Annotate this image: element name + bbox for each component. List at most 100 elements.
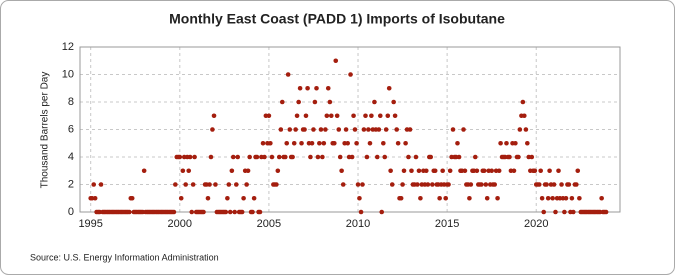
data-point — [468, 182, 474, 187]
data-point — [513, 140, 518, 146]
data-point — [407, 127, 413, 132]
data-point — [254, 154, 260, 160]
x-tick-label: 2020 — [524, 218, 548, 230]
data-point — [337, 154, 343, 160]
data-point — [462, 168, 468, 174]
data-point — [428, 154, 434, 160]
data-point — [392, 113, 398, 119]
data-point — [521, 113, 527, 119]
data-point — [443, 195, 449, 201]
data-point — [283, 154, 288, 160]
data-point — [400, 182, 405, 187]
data-point — [383, 127, 389, 132]
data-point — [574, 182, 579, 187]
data-point — [332, 140, 337, 146]
data-point — [260, 140, 266, 146]
data-point — [388, 168, 393, 174]
data-point — [208, 154, 214, 160]
data-point — [377, 113, 383, 119]
data-point — [504, 140, 509, 146]
data-point — [183, 182, 188, 187]
data-point — [333, 58, 339, 64]
data-point — [141, 168, 147, 174]
x-tick-label: 2015 — [435, 218, 459, 230]
data-point — [305, 85, 310, 91]
data-point — [302, 127, 307, 132]
data-point — [551, 182, 557, 187]
data-point — [569, 195, 575, 201]
data-point — [401, 168, 407, 174]
data-point — [177, 154, 183, 160]
source-note: Source: U.S. Energy Information Administ… — [30, 252, 219, 262]
data-point — [308, 154, 313, 160]
data-point — [599, 195, 604, 201]
data-point — [127, 209, 132, 215]
data-point — [517, 127, 523, 132]
data-point — [210, 127, 215, 132]
data-point — [481, 168, 487, 174]
data-point — [285, 72, 291, 77]
data-point — [186, 168, 192, 174]
data-point — [190, 182, 196, 187]
data-point — [529, 154, 535, 160]
data-point — [266, 113, 272, 119]
data-point — [171, 209, 177, 215]
data-point — [297, 85, 303, 91]
chart-title: Monthly East Coast (PADD 1) Imports of I… — [169, 11, 505, 27]
data-point — [230, 154, 236, 160]
y-axis-label: Thousand Barrels per Day — [40, 72, 51, 189]
data-point — [571, 209, 576, 215]
data-point — [275, 168, 281, 174]
data-point — [461, 127, 466, 132]
data-point — [262, 154, 267, 160]
data-point — [386, 85, 392, 91]
data-point — [358, 209, 364, 215]
data-point — [363, 113, 368, 119]
data-point — [229, 168, 235, 174]
data-point — [355, 182, 361, 187]
y-tick-label: 8 — [68, 96, 74, 108]
data-point — [385, 113, 391, 119]
data-point — [394, 127, 399, 132]
data-point — [327, 99, 333, 105]
data-point — [367, 140, 373, 146]
data-point — [312, 99, 318, 105]
data-point — [290, 154, 295, 160]
data-point — [511, 168, 517, 174]
data-point — [474, 168, 480, 174]
y-tick-label: 12 — [62, 41, 74, 53]
data-point — [223, 209, 229, 215]
data-point — [467, 195, 472, 201]
data-point — [409, 168, 414, 174]
data-point — [446, 182, 451, 187]
data-point — [523, 127, 529, 132]
data-point — [340, 182, 346, 187]
data-point — [575, 168, 581, 174]
data-point — [536, 182, 542, 187]
data-point — [532, 168, 538, 174]
data-point — [492, 182, 498, 187]
data-point — [320, 154, 325, 160]
data-point — [415, 182, 420, 187]
data-point — [98, 182, 104, 187]
data-point — [274, 182, 279, 187]
data-point — [339, 168, 344, 174]
data-point — [336, 127, 342, 132]
data-point — [489, 168, 494, 174]
data-point — [374, 154, 380, 160]
data-point — [251, 195, 257, 201]
data-point — [227, 209, 233, 215]
data-point — [455, 140, 460, 146]
data-point — [484, 195, 490, 201]
data-point — [381, 140, 386, 146]
data-point — [276, 154, 282, 160]
data-point — [269, 154, 275, 160]
x-tick-label: 2000 — [168, 218, 192, 230]
data-point — [403, 140, 408, 146]
data-point — [447, 168, 453, 174]
data-point — [129, 195, 135, 201]
data-point — [398, 195, 404, 201]
data-point — [545, 195, 551, 201]
data-point — [278, 127, 284, 132]
